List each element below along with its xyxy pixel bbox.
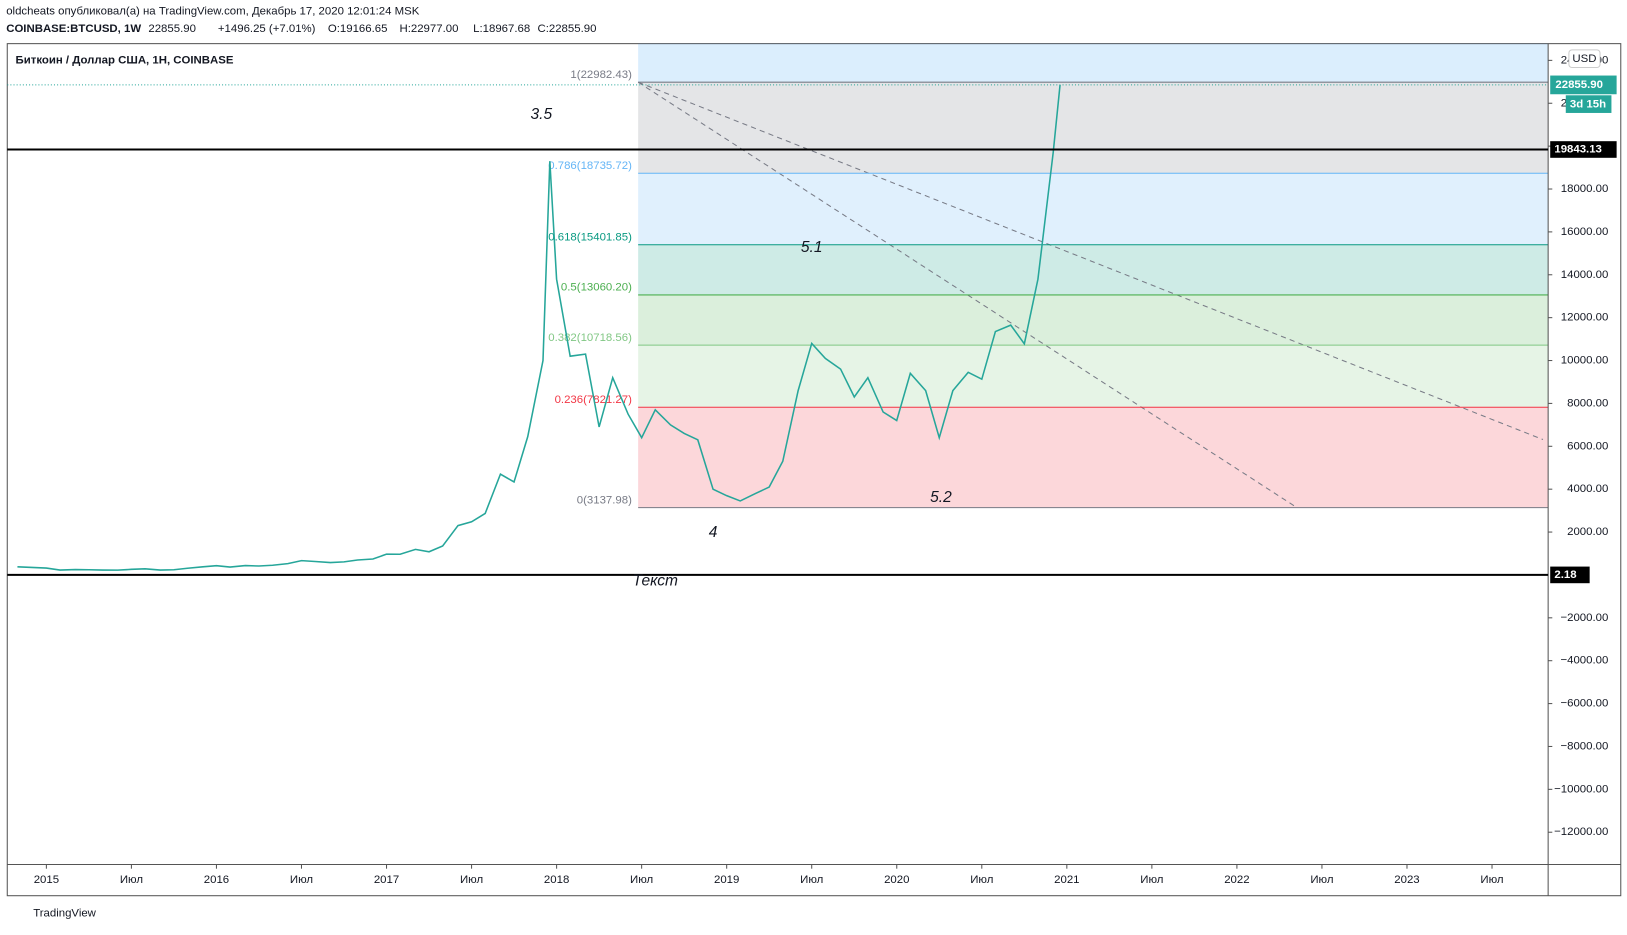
symbol: COINBASE:BTCUSD, 1W bbox=[6, 23, 141, 35]
fib-zone bbox=[638, 82, 1549, 174]
annotation: 5.1 bbox=[801, 239, 823, 256]
x-tick-label: 2019 bbox=[714, 874, 739, 886]
annotation: 5.2 bbox=[930, 489, 952, 506]
price-series bbox=[17, 84, 1061, 571]
fib-zone bbox=[638, 407, 1549, 508]
y-tick-label: 10000.00 bbox=[1561, 355, 1609, 367]
annotation: 4 bbox=[709, 524, 718, 541]
open: O:19166.65 bbox=[328, 23, 388, 35]
x-tick-label: 2016 bbox=[204, 874, 229, 886]
trend-line bbox=[637, 81, 1544, 441]
high: H:22977.00 bbox=[399, 23, 458, 35]
y-tick-label: −8000.00 bbox=[1560, 740, 1608, 752]
level-label: 2.18 bbox=[1554, 569, 1576, 581]
x-tick-label: Июл bbox=[970, 874, 993, 886]
currency-box bbox=[1568, 49, 1601, 69]
low: L:18967.68 bbox=[473, 23, 530, 35]
x-tick-label: Июл bbox=[1310, 874, 1333, 886]
y-tick-label: −4000.00 bbox=[1560, 655, 1608, 667]
x-tick-label: Июл bbox=[120, 874, 143, 886]
level-label: 19843.13 bbox=[1554, 144, 1602, 156]
annotation: Текст bbox=[632, 572, 678, 589]
last: 22855.90 bbox=[148, 23, 196, 35]
annotation: 3.5 bbox=[530, 106, 552, 123]
x-tick-label: Июл bbox=[800, 874, 823, 886]
level-label-box bbox=[1550, 566, 1590, 584]
y-tick-label: −12000.00 bbox=[1554, 826, 1608, 838]
fib-label: 0.786(18735.72) bbox=[548, 160, 632, 172]
y-tick-label: 16000.00 bbox=[1561, 226, 1609, 238]
fib-zone bbox=[638, 173, 1549, 245]
y-tick-label: 18000.00 bbox=[1561, 183, 1609, 195]
y-tick-label: 2000.00 bbox=[1567, 526, 1608, 538]
close: C:22855.90 bbox=[537, 23, 596, 35]
y-tick-label: −2000.00 bbox=[1560, 612, 1608, 624]
header-author: oldcheats опубликовал(а) на TradingView.… bbox=[6, 5, 419, 17]
x-tick-label: Июл bbox=[1140, 874, 1163, 886]
y-tick-label: 6000.00 bbox=[1567, 440, 1608, 452]
x-tick-label: 2020 bbox=[884, 874, 909, 886]
level-label-box bbox=[1550, 141, 1617, 158]
footer-logo: TradingView bbox=[33, 907, 96, 919]
y-tick-label: 4000.00 bbox=[1567, 483, 1608, 495]
x-tick-label: Июл bbox=[1480, 874, 1503, 886]
x-tick-label: Июл bbox=[290, 874, 313, 886]
fib-label: 0.5(13060.20) bbox=[561, 282, 632, 294]
y-tick-label: −6000.00 bbox=[1560, 698, 1608, 710]
price-label-box bbox=[1550, 75, 1617, 95]
x-tick-label: 2023 bbox=[1394, 874, 1419, 886]
change: +1496.25 (+7.01%) bbox=[218, 23, 316, 35]
header-quote: COINBASE:BTCUSD, 1W 22855.90 +1496.25 (+… bbox=[6, 23, 596, 35]
chart-title: Биткоин / Доллар США, 1Н, COINBASE bbox=[16, 54, 234, 66]
y-tick-label: 14000.00 bbox=[1561, 269, 1609, 281]
fib-zone bbox=[638, 244, 1549, 295]
x-tick-label: 2015 bbox=[34, 874, 59, 886]
countdown-box bbox=[1565, 95, 1612, 113]
x-tick-label: 2017 bbox=[374, 874, 399, 886]
price-label: 22855.90 bbox=[1555, 79, 1603, 91]
currency: USD bbox=[1572, 53, 1596, 65]
y-tick-label: 12000.00 bbox=[1561, 312, 1609, 324]
y-tick-label: 8000.00 bbox=[1567, 397, 1608, 409]
fib-zone bbox=[638, 345, 1549, 408]
fib-zone bbox=[638, 294, 1549, 346]
fib-label: 1(22982.43) bbox=[570, 69, 632, 81]
fib-label: 0(3137.98) bbox=[577, 494, 632, 506]
y-tick-label: −10000.00 bbox=[1554, 783, 1608, 795]
x-tick-label: 2022 bbox=[1224, 874, 1249, 886]
fib-label: 0.382(10718.56) bbox=[548, 332, 632, 344]
countdown: 3d 15h bbox=[1570, 99, 1606, 111]
x-tick-label: 2021 bbox=[1054, 874, 1079, 886]
fib-label: 0.618(15401.85) bbox=[548, 231, 632, 243]
x-tick-label: Июл bbox=[460, 874, 483, 886]
frame bbox=[6, 43, 1622, 897]
x-tick-label: 2018 bbox=[544, 874, 569, 886]
fib-extension-zone bbox=[638, 43, 1549, 83]
x-tick-label: Июл bbox=[630, 874, 653, 886]
